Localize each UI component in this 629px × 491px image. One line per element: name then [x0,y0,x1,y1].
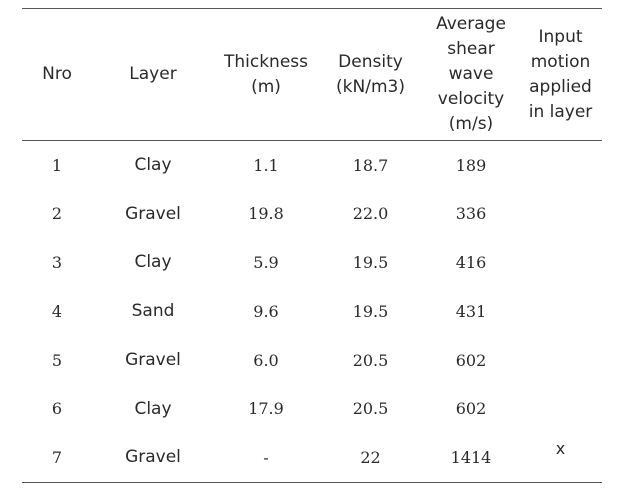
cell-thickness: 5.9 [253,252,279,272]
cell-layer: Clay [134,155,172,176]
table-row: 3 Clay 5.9 19.5 416 [22,238,602,287]
cell-thickness: 9.6 [253,301,279,321]
header-density-label: Density (kN/m3) [336,51,405,97]
header-thickness-label: Thickness (m) [223,51,309,97]
cell-layer: Clay [134,252,172,273]
cell-layer: Gravel [125,350,181,371]
cell-nro: 2 [51,204,63,224]
cell-layer: Gravel [125,447,181,468]
cell-nro: 6 [51,399,63,419]
cell-input-motion [519,287,602,336]
header-nro-label: Nro [42,64,72,84]
table-row: 1 Clay 1.1 18.7 189 [22,141,602,190]
header-thickness: Thickness (m) [214,9,318,141]
header-layer: Layer [92,9,214,141]
cell-density: 20.5 [352,350,389,370]
table-row: 6 Clay 17.9 20.5 602 [22,384,602,433]
header-layer-label: Layer [129,64,177,84]
cell-velocity: 602 [455,399,487,419]
cell-velocity: 431 [455,301,487,321]
cell-thickness: - [263,447,269,467]
cell-input-motion [519,189,602,238]
cell-velocity: 602 [455,350,487,370]
cell-velocity: 189 [455,155,487,175]
cell-velocity: 1414 [450,447,492,467]
cell-nro: 5 [51,350,63,370]
cell-thickness: 1.1 [253,155,279,175]
cell-density: 18.7 [352,155,389,175]
header-input-motion-label: Input motion applied in layer [528,26,593,122]
table-body: 1 Clay 1.1 18.7 189 2 Gravel 19.8 22.0 3… [22,141,602,483]
table-row: 7 Gravel - 22 1414 x [22,433,602,483]
header-velocity-label: Average shear wave velocity (m/s) [436,14,506,134]
header-density: Density (kN/m3) [318,9,423,141]
soil-layers-table-container: Nro Layer Thickness (m) Density (kN/m3) … [22,8,602,483]
cell-thickness: 6.0 [253,350,279,370]
cell-nro: 4 [51,301,63,321]
cell-nro: 1 [51,155,63,175]
cell-nro: 7 [51,447,63,467]
header-nro: Nro [22,9,92,141]
cell-layer: Clay [134,398,172,419]
cell-layer: Sand [131,301,175,322]
soil-layers-table: Nro Layer Thickness (m) Density (kN/m3) … [22,8,602,483]
cell-input-motion [519,141,602,190]
header-row: Nro Layer Thickness (m) Density (kN/m3) … [22,8,602,141]
cell-input-motion: x [555,439,566,459]
header-velocity: Average shear wave velocity (m/s) [423,9,519,141]
cell-layer: Gravel [125,203,181,224]
cell-thickness: 19.8 [248,204,284,224]
cell-density: 19.5 [352,252,389,272]
header-input-motion: Input motion applied in layer [519,9,602,141]
cell-input-motion [519,238,602,287]
table-header: Nro Layer Thickness (m) Density (kN/m3) … [22,8,602,141]
cell-input-motion [519,384,602,433]
cell-nro: 3 [51,252,63,272]
cell-thickness: 17.9 [248,399,284,419]
cell-velocity: 336 [455,204,487,224]
cell-input-motion [519,336,602,385]
table-row: 4 Sand 9.6 19.5 431 [22,287,602,336]
cell-density: 20.5 [352,399,389,419]
table-row: 5 Gravel 6.0 20.5 602 [22,336,602,385]
cell-density: 22.0 [352,204,389,224]
cell-density: 19.5 [352,301,389,321]
table-row: 2 Gravel 19.8 22.0 336 [22,189,602,238]
cell-density: 22 [360,447,381,467]
cell-velocity: 416 [455,252,487,272]
